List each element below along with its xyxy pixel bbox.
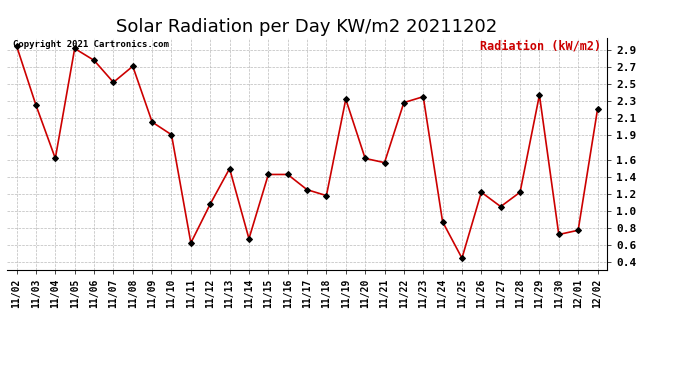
Point (457, 255, 468, 261)
Point (50, 155, 61, 161)
Point (108, 79, 119, 85)
Point (166, 132, 177, 138)
Point (437, 219, 448, 225)
Point (127, 63, 138, 69)
Point (302, 187, 313, 193)
Point (146, 119, 157, 125)
Point (573, 227, 584, 233)
Point (69, 45, 80, 51)
Point (515, 189, 526, 195)
Point (321, 193, 332, 199)
Point (205, 201, 216, 207)
Point (553, 231, 564, 237)
Point (495, 204, 506, 210)
Point (359, 155, 371, 161)
Point (340, 96, 351, 102)
Point (30, 102, 41, 108)
Point (11, 43, 22, 49)
Point (398, 100, 409, 106)
Point (417, 94, 428, 100)
Point (244, 236, 255, 242)
Point (263, 171, 274, 177)
Point (592, 106, 603, 112)
Point (476, 189, 487, 195)
Title: Solar Radiation per Day KW/m2 20211202: Solar Radiation per Day KW/m2 20211202 (117, 18, 497, 36)
Point (88, 57, 99, 63)
Point (379, 160, 390, 166)
Point (186, 240, 197, 246)
Point (282, 171, 293, 177)
Text: Copyright 2021 Cartronics.com: Copyright 2021 Cartronics.com (13, 40, 169, 49)
Text: Radiation (kW/m2): Radiation (kW/m2) (480, 40, 601, 53)
Point (224, 165, 235, 171)
Point (534, 92, 545, 98)
